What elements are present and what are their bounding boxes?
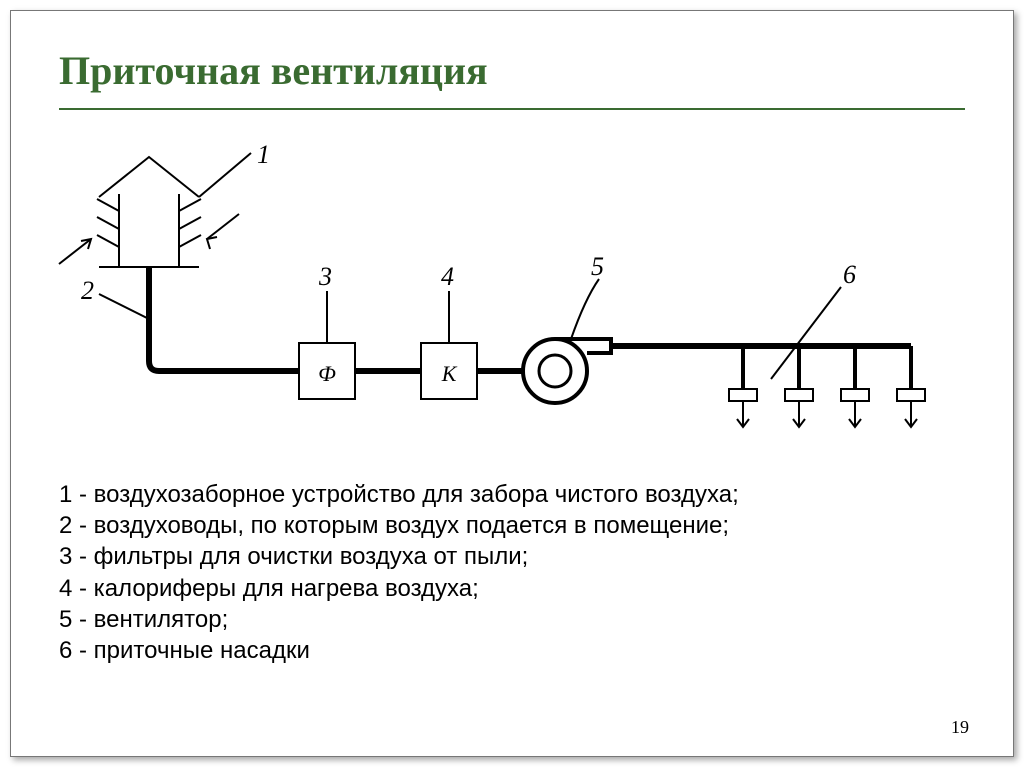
leader-5 [571,279,599,339]
main-duct [149,267,299,371]
heater-letter: К [441,361,458,386]
label-2: 2 [81,276,94,305]
legend-item: 6 - приточные насадки [59,635,739,666]
legend-item: 5 - вентилятор; [59,604,739,635]
filter-letter: Ф [318,361,336,386]
ventilation-diagram: 1 2 Ф 3 К 4 [51,139,971,459]
legend-item: 2 - воздуховоды, по которым воздух подае… [59,510,739,541]
legend-item: 4 - калориферы для нагрева воздуха; [59,573,739,604]
page-title: Приточная вентиляция [59,47,965,110]
label-5: 5 [591,252,604,281]
page-number: 19 [951,717,969,738]
leader-2 [99,294,149,319]
air-intake-device [59,157,239,267]
label-3: 3 [318,262,332,291]
legend: 1 - воздухозаборное устройство для забор… [59,479,739,666]
slide-frame: Приточная вентиляция [10,10,1014,757]
legend-item: 3 - фильтры для очистки воздуха от пыли; [59,541,739,572]
legend-item: 1 - воздухозаборное устройство для забор… [59,479,739,510]
fan [523,339,611,403]
leader-6 [771,287,841,379]
label-4: 4 [441,262,454,291]
supply-nozzles [729,346,925,427]
label-6: 6 [843,260,856,289]
diagram-svg: 1 2 Ф 3 К 4 [51,139,971,459]
label-1: 1 [257,140,270,169]
leader-1 [199,153,251,197]
